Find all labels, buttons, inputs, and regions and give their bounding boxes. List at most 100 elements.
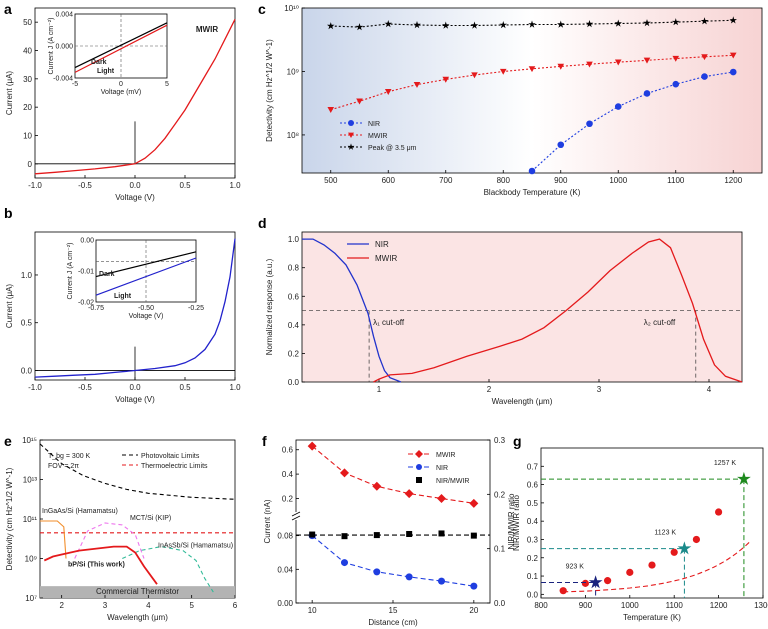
label-bp-e: bP/Si (This work) — [68, 561, 125, 568]
marker-ratio-g — [604, 577, 612, 585]
inset-label-light-a: Light — [97, 68, 115, 75]
series-line-nir-d — [302, 238, 402, 383]
marker-triangle-down-c — [557, 63, 565, 70]
y-tick-label-g: 0.1 — [527, 572, 539, 581]
inset-label-light-b: Light — [114, 293, 132, 300]
y-tick-label-c: 10⁹ — [287, 67, 299, 76]
legend-label-f: MWIR — [436, 452, 455, 459]
chart-f: 10 15 20 0.00 0.04 0.08 0.2 0.4 0.6 0.0 0.1 0.2 0.3 D… — [263, 436, 516, 627]
panel-title-a: MWIR — [196, 25, 218, 34]
y-tick-label-b: 1.0 — [21, 271, 33, 280]
condition-tbg-e: T_bg = 300 K — [48, 453, 91, 460]
x-tick-label-b: -1.0 — [28, 383, 42, 392]
marker-mwir-f — [307, 441, 317, 451]
marker-mwir-f — [404, 489, 414, 499]
series-line-e — [122, 546, 214, 593]
y-tick-label-d: 0.8 — [288, 264, 300, 273]
y-axis-label-e: Detectivity (cm Hz^1/2 W^-1) — [5, 467, 14, 570]
axis-break-f — [291, 515, 301, 521]
chart-c: 500 600 700 800 900 1000 1100 1200 10⁸ 10⁹ 10¹⁰ Bla… — [265, 4, 763, 197]
x-tick-label-c: 1000 — [609, 176, 627, 185]
x-tick-label-b: 0.5 — [179, 383, 191, 392]
marker-ratio-g — [559, 587, 567, 595]
marker-star-c — [729, 16, 737, 24]
x-axis-label-e: Wavelength (μm) — [107, 613, 168, 622]
marker-mwir-f — [372, 481, 382, 491]
series-line-e — [39, 443, 236, 500]
x-tick-label-b: 0.0 — [129, 383, 141, 392]
series-line-e — [74, 522, 145, 559]
marker-ratio-g — [581, 579, 590, 587]
marker-ratio-g — [715, 508, 723, 516]
marker-triangle-down-c — [701, 54, 708, 61]
marker-star-c — [700, 17, 709, 25]
inset-y-tick-b: -0.01 — [78, 269, 94, 276]
y-tick-label-f-top: 0.2 — [282, 494, 294, 503]
y-tick-label-a: 40 — [23, 47, 32, 56]
x-tick-label-e: 3 — [103, 601, 108, 610]
plot-frame-g — [540, 447, 764, 599]
x-tick-label-c: 900 — [554, 176, 568, 185]
panel-letter-e: e — [4, 433, 12, 449]
inset-label-dark-b: Dark — [99, 271, 115, 278]
annotation-temp-g: 1123 K — [654, 530, 676, 537]
y-tick-label-g: 0.6 — [527, 481, 539, 490]
marker-ratio-g — [670, 548, 678, 556]
inset-x-label-b: Voltage (V) — [129, 313, 164, 320]
x-tick-label-e: 5 — [189, 601, 194, 610]
series-line-nir-f — [311, 535, 474, 587]
y-axis-label-f: Current (nA) — [263, 499, 272, 543]
inset-x-tick-b: -0.75 — [88, 305, 104, 312]
label-mct-e: MCT/Si (KIP) — [130, 515, 171, 522]
y-tick-label-g: 0.7 — [527, 462, 539, 471]
marker-star-c — [413, 21, 421, 29]
y-axis-label-g: NIR/MWIR ratio — [512, 494, 521, 551]
inset-y-tick-a: 0.004 — [55, 12, 73, 19]
marker-circle-c — [701, 73, 708, 80]
panel-letter-c: c — [258, 1, 266, 17]
panel-letter-g: g — [513, 433, 522, 449]
series-line-b — [34, 238, 236, 378]
x-tick-label-a: 0.0 — [129, 181, 141, 190]
y-tick-label-d: 0.2 — [288, 349, 300, 358]
label-thermistor-e: Commercial Thermistor — [96, 587, 179, 596]
y2-tick-label-f: 0.0 — [494, 599, 506, 608]
x-axis-label-b: Voltage (V) — [115, 395, 155, 404]
y-tick-label-a: 0 — [28, 160, 33, 169]
annotation-cutoff2-d: λ₂ cut-off — [644, 318, 676, 327]
marker-triangle-down-c — [614, 59, 622, 66]
marker-star-c — [355, 23, 364, 31]
y-tick-label-a: 10 — [23, 132, 32, 141]
panel-letter-d: d — [258, 215, 267, 231]
x-tick-label-g: 1100 — [666, 601, 684, 610]
x-tick-label-e: 6 — [233, 601, 238, 610]
label-inassb-e: InAsSb/Si (Hamamatsu) — [158, 543, 233, 550]
marker-star-c — [614, 19, 622, 27]
panel-letter-a: a — [4, 1, 12, 17]
marker-triangle-down-c — [586, 61, 593, 68]
x-tick-label-c: 700 — [439, 176, 453, 185]
inset-y-label-a: Current J (A cm⁻²) — [48, 18, 55, 75]
legend-marker-f — [416, 464, 422, 470]
x-tick-label-c: 1200 — [724, 176, 742, 185]
panel-letter-f: f — [262, 433, 267, 449]
inset-x-tick-a: 0 — [119, 81, 123, 88]
highlight-star-g — [677, 541, 692, 555]
y-tick-label-g: 0.5 — [527, 499, 539, 508]
inset-x-tick-a: 5 — [165, 81, 169, 88]
x-tick-label-c: 800 — [497, 176, 511, 185]
x-tick-label-f: 15 — [389, 606, 398, 615]
y-axis-label-b: Current (μA) — [5, 284, 14, 329]
highlight-star-g — [737, 471, 751, 485]
x-tick-label-a: -0.5 — [78, 181, 92, 190]
inset-y-tick-b: 0.00 — [80, 238, 94, 245]
inset-line-dark-a — [74, 22, 168, 69]
x-tick-label-g: 1200 — [710, 601, 728, 610]
x-axis-label-a: Voltage (V) — [115, 193, 155, 202]
marker-ratio-g — [692, 535, 701, 544]
marker-ratio-g — [626, 568, 634, 576]
inset-y-label-b: Current J (A cm⁻²) — [67, 243, 74, 300]
annotation-temp-g: 1257 K — [714, 460, 737, 467]
marker-mwir-f — [340, 468, 349, 478]
y2-tick-label-f: 0.2 — [494, 490, 506, 499]
